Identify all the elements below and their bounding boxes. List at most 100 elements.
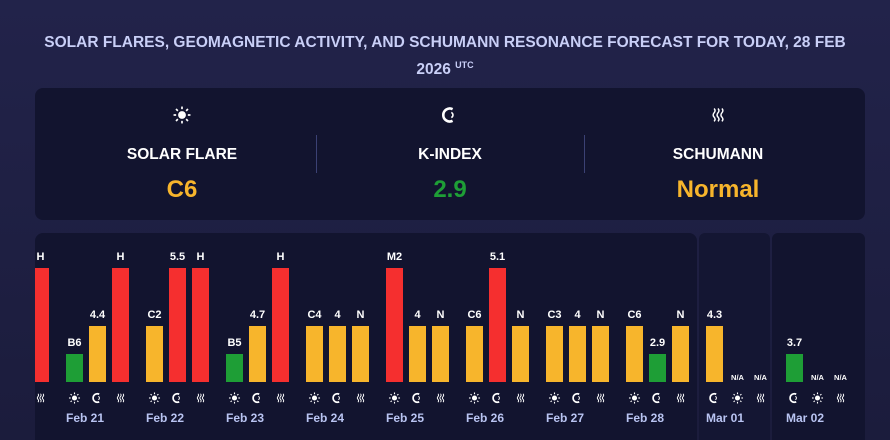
moon — [412, 392, 420, 404]
sun-ray — [470, 400, 473, 403]
summary-label: SCHUMANN — [672, 146, 764, 163]
wave — [36, 393, 40, 403]
sun-ray — [175, 118, 179, 122]
moon-inner — [98, 395, 100, 401]
na-label: N/A — [754, 373, 768, 382]
wave — [596, 393, 600, 403]
icon-schumann — [676, 393, 685, 403]
bar — [146, 326, 163, 382]
sun-ray — [390, 393, 393, 396]
bar-label: 4 — [334, 309, 341, 321]
wave — [441, 393, 445, 403]
sun-ray — [230, 393, 233, 396]
bar — [192, 268, 209, 382]
bar-label: 2.9 — [650, 337, 665, 349]
divider — [316, 135, 317, 173]
icon-schumann — [276, 393, 285, 403]
icon-schumann — [356, 393, 365, 403]
icon-flare — [68, 392, 81, 404]
moon — [92, 392, 100, 404]
icon-flare — [173, 106, 191, 124]
wave — [356, 393, 360, 403]
icon-flare — [228, 392, 241, 404]
sun-ray — [396, 400, 399, 403]
icon-flare — [308, 392, 321, 404]
wave — [712, 108, 716, 122]
wave — [756, 393, 760, 403]
moon — [332, 392, 340, 404]
moon-inner — [578, 395, 580, 401]
icon-flare — [731, 392, 744, 404]
wave — [681, 393, 685, 403]
icon-flare — [388, 392, 401, 404]
wave — [599, 393, 602, 403]
sun-core — [178, 111, 186, 119]
divider — [584, 135, 585, 173]
bar-label: M2 — [387, 251, 402, 263]
day-label: Feb 26 — [466, 411, 504, 425]
bar — [169, 268, 186, 382]
bar-label: H — [197, 251, 205, 263]
day-label: Feb 22 — [146, 411, 184, 425]
sun-ray — [470, 393, 473, 396]
sun-ray — [185, 118, 189, 122]
bar — [512, 326, 529, 382]
day-label: Mar 01 — [706, 411, 744, 425]
moon-inner — [418, 395, 420, 401]
sun-ray — [733, 400, 736, 403]
sun-ray — [476, 400, 479, 403]
bar — [386, 268, 403, 382]
wave — [201, 393, 205, 403]
icon-flare — [628, 392, 641, 404]
bar-label: 5.5 — [170, 251, 185, 263]
wave — [116, 393, 120, 403]
sun-ray — [185, 108, 189, 112]
wave — [199, 393, 202, 403]
wave — [836, 393, 840, 403]
wave — [359, 393, 362, 403]
bar-label: 4 — [414, 309, 421, 321]
wave — [41, 393, 45, 403]
sun-ray — [630, 400, 633, 403]
summary-label: K-INDEX — [418, 146, 482, 163]
sun-ray — [156, 400, 159, 403]
moon — [709, 392, 717, 404]
wave — [279, 393, 282, 403]
bar — [226, 354, 243, 382]
moon-inner — [715, 395, 717, 401]
sun-ray — [739, 393, 742, 396]
bar-label: 4.7 — [250, 309, 265, 321]
icon-flare — [468, 392, 481, 404]
sun-ray — [76, 393, 79, 396]
bar — [89, 326, 106, 382]
icon-kindex — [332, 392, 340, 404]
wave — [841, 393, 845, 403]
sun-ray — [390, 400, 393, 403]
day-label: Feb 28 — [626, 411, 664, 425]
plot: Mar 01 4.3 N/A N/A Mar 02 3.7 N/A N/A — [706, 309, 848, 425]
bar — [409, 326, 426, 382]
summary-value: Normal — [676, 176, 760, 203]
wave — [761, 393, 765, 403]
bar-label: C6 — [467, 309, 481, 321]
bar-label: H — [117, 251, 125, 263]
bar-label: 5.1 — [490, 251, 505, 263]
icon-kindex — [709, 392, 717, 404]
bar-label: N — [597, 309, 605, 321]
day-label: Mar 02 — [786, 411, 824, 425]
bar — [569, 326, 586, 382]
wave — [601, 393, 605, 403]
wave — [519, 393, 522, 403]
summary-panel: SOLAR FLARE C6 K-INDEX 2.9 SCHUMANN Normal — [35, 88, 865, 220]
wave — [361, 393, 365, 403]
bar-label: H — [37, 251, 45, 263]
sun-ray — [230, 400, 233, 403]
summary-item: K-INDEX 2.9 — [316, 88, 584, 220]
wave — [720, 108, 724, 122]
moon — [172, 392, 180, 404]
sun-ray — [310, 400, 313, 403]
icon-schumann — [712, 108, 724, 122]
icon-kindex — [572, 392, 580, 404]
icon-schumann — [516, 393, 525, 403]
sun-ray — [556, 400, 559, 403]
